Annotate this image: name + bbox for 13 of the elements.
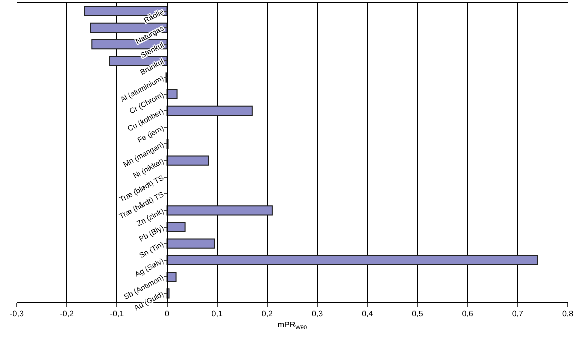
x-tick-label: 0,5	[412, 310, 424, 319]
x-tick-label: -0,1	[110, 310, 125, 319]
x-tick-label: 0,6	[462, 310, 474, 319]
x-tick-label: 0,4	[362, 310, 374, 319]
x-axis-title: mPR$_{W90}$	[278, 320, 308, 332]
x-tick-label: 0,7	[512, 310, 524, 319]
x-tick-label: 0,2	[262, 310, 274, 319]
x-tick-label: 0,3	[312, 310, 324, 319]
x-tick-label: 0,8	[562, 310, 574, 319]
x-tick-label: 0,1	[212, 310, 224, 319]
x-tick-label: 0	[165, 310, 170, 319]
x-tick-label: -0,2	[60, 310, 75, 319]
x-tick-label: -0,3	[10, 310, 24, 319]
